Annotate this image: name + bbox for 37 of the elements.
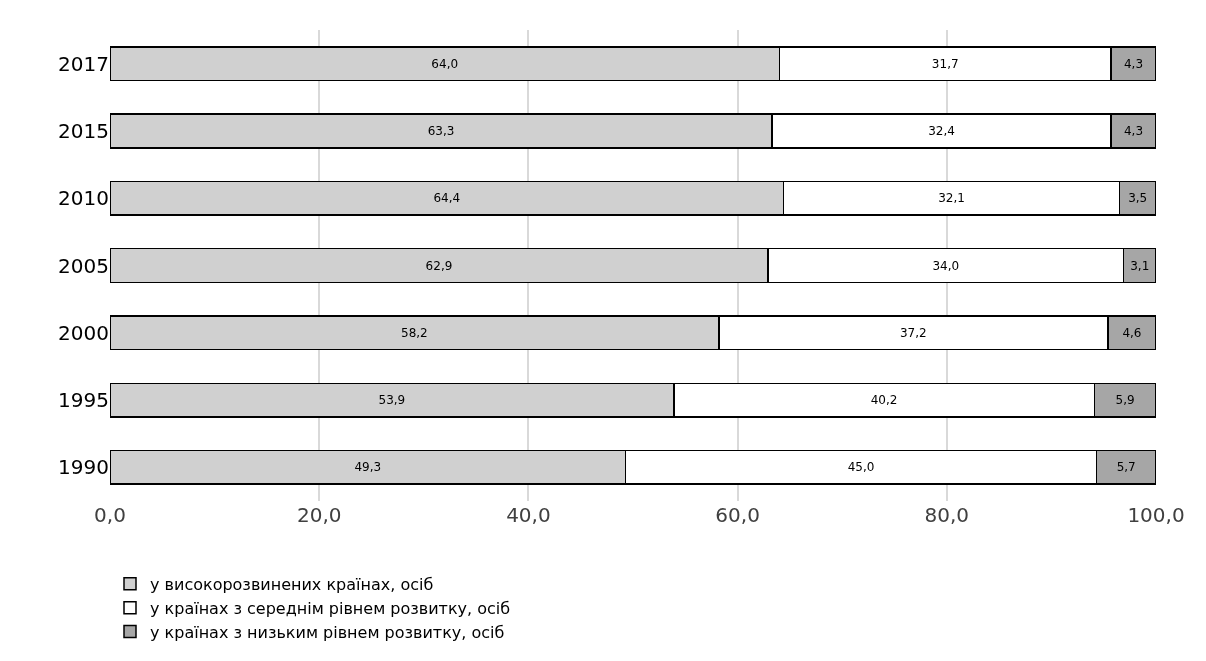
data-label: 58,2 [401, 325, 428, 340]
x-tick-label: 80,0 [924, 503, 970, 527]
data-label: 4,6 [1122, 325, 1142, 340]
y-tick-label: 2015 [58, 118, 109, 143]
y-tick-label: 1990 [58, 455, 109, 480]
y-tick-label: 2010 [58, 186, 109, 211]
data-label: 31,7 [931, 56, 959, 71]
data-label: 5,9 [1115, 393, 1135, 408]
data-label: 3,5 [1128, 191, 1148, 206]
data-label: 4,3 [1123, 123, 1144, 138]
data-label: 37,2 [899, 325, 927, 340]
data-label: 34,0 [932, 258, 960, 273]
legend-label: у країнах з низьким рівнем розвитку, осіб [150, 622, 505, 642]
y-tick-label: 2000 [58, 320, 109, 345]
data-label: 45,0 [847, 460, 875, 475]
y-tick-label: 2017 [58, 51, 109, 76]
legend-label: у високорозвинених країнах, осіб [150, 575, 434, 595]
x-tick-label: 20,0 [296, 503, 342, 527]
data-label: 5,7 [1116, 460, 1136, 475]
data-label: 64,0 [431, 56, 459, 71]
data-label: 63,3 [427, 123, 455, 138]
x-tick-label: 40,0 [506, 503, 551, 527]
data-label: 62,9 [425, 258, 453, 273]
x-tick-label: 0,0 [94, 503, 126, 527]
data-label: 32,1 [938, 191, 965, 206]
data-label: 49,3 [354, 460, 382, 475]
data-label: 32,4 [928, 123, 955, 138]
y-tick-label: 1995 [58, 388, 109, 413]
data-label: 53,9 [378, 393, 406, 408]
legend-label: у країнах з середнім рівнем розвитку, осіб [150, 598, 511, 618]
x-tick-label: 60,0 [715, 503, 760, 527]
data-label: 64,4 [433, 191, 461, 206]
y-tick-label: 2005 [58, 253, 109, 278]
data-label: 3,1 [1130, 258, 1150, 273]
x-tick-label: 100,0 [1127, 503, 1185, 527]
data-label: 4,3 [1123, 56, 1144, 71]
data-label: 40,2 [870, 393, 898, 408]
